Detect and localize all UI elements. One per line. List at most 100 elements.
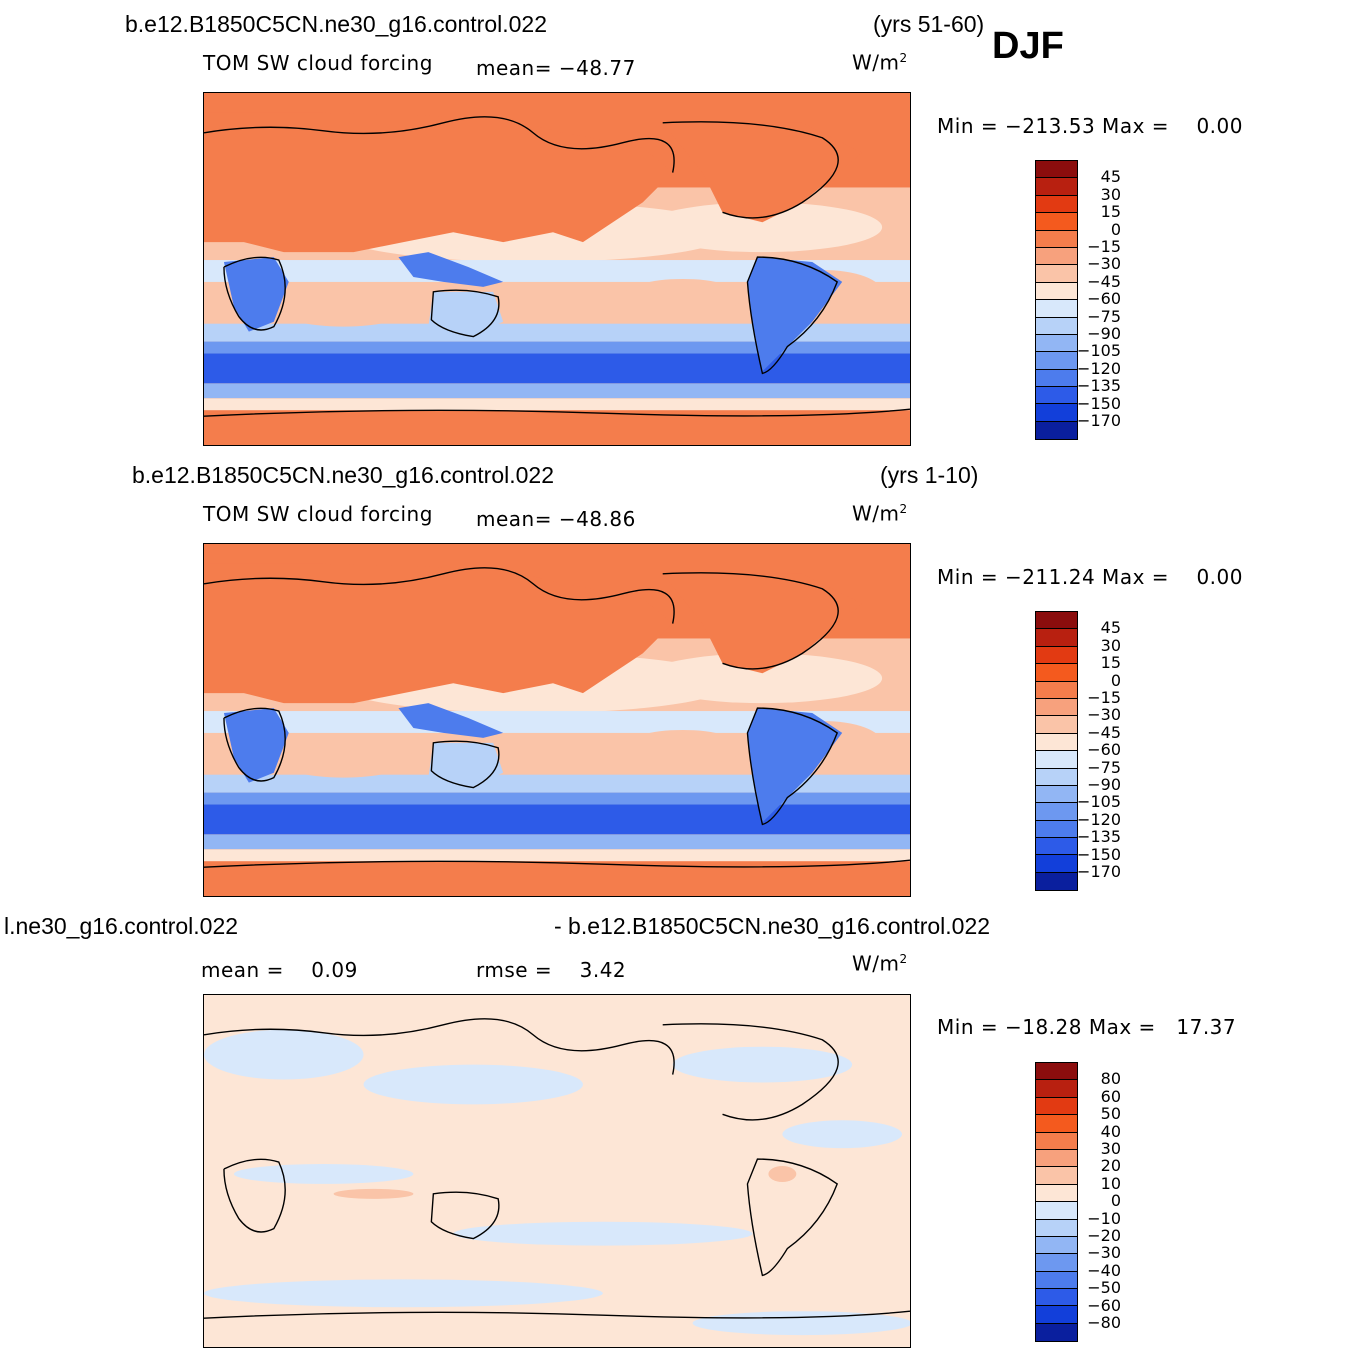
colorbar-tick-label: 30 [1100, 635, 1121, 655]
colorbar-box [1036, 334, 1077, 353]
colorbar-tick-label: 45 [1100, 618, 1121, 638]
colorbar-tick-label: −15 [1087, 688, 1121, 707]
colorbar-box [1036, 352, 1077, 370]
colorbar-tick-label: −30 [1087, 1243, 1121, 1263]
colorbar-tick-label: 40 [1100, 1121, 1121, 1141]
colorbar-tick-label: −170 [1077, 411, 1121, 430]
colorbar-tick-label: −60 [1087, 740, 1121, 760]
colorbar-box [1036, 646, 1077, 665]
panel3-rmse: rmse = 3.42 [476, 958, 627, 982]
panel2-mean: mean= −48.86 [476, 507, 636, 531]
panel3-right-title: - b.e12.B1850C5CN.ne30_g16.control.022 [554, 913, 991, 939]
panel2-minmax: Min = −211.24 Max = 0.00 [937, 565, 1243, 589]
colorbar-box [1036, 681, 1077, 699]
colorbar-box [1036, 404, 1077, 422]
panel2-map-field [204, 544, 910, 896]
colorbar-tick-label: 0 [1110, 1191, 1121, 1211]
colorbar-box [1036, 751, 1077, 769]
colorbar-box [1036, 1132, 1077, 1150]
colorbar-box [1036, 733, 1077, 752]
colorbar-box [1036, 1115, 1077, 1133]
colorbar-box [1036, 265, 1077, 283]
colorbar-tick-label: −120 [1077, 358, 1121, 378]
colorbar-box [1036, 664, 1077, 682]
colorbar-tick-label: −75 [1087, 757, 1121, 777]
colorbar-box [1036, 178, 1077, 196]
colorbar-tick-label: −80 [1087, 1313, 1121, 1332]
panel1-variable: TOM SW cloud forcing [203, 51, 433, 75]
colorbar-box [1036, 820, 1077, 839]
colorbar-tick-label: −105 [1077, 341, 1121, 361]
colorbar-tick-label: 45 [1100, 167, 1121, 187]
colorbar-tick-label: 0 [1110, 670, 1121, 690]
colorbar-box [1036, 855, 1077, 873]
colorbar-box [1036, 785, 1077, 804]
colorbar-box [1036, 716, 1077, 734]
colorbar-box [1036, 803, 1077, 821]
colorbar-box [1036, 612, 1077, 630]
colorbar-box [1036, 369, 1077, 388]
colorbar-tick-label: −105 [1077, 792, 1121, 812]
colorbar-tick-label: 60 [1100, 1086, 1121, 1106]
colorbar-tick-label: −75 [1087, 306, 1121, 326]
colorbar-box [1036, 1306, 1077, 1324]
colorbar-box [1036, 282, 1077, 301]
panel1-units: W/m2 [852, 50, 908, 75]
colorbar-box [1036, 872, 1077, 891]
colorbar-box [1036, 195, 1077, 214]
colorbar-tick-label: −50 [1087, 1278, 1121, 1298]
panel1-mean: mean= −48.77 [476, 56, 636, 80]
colorbar-box [1036, 629, 1077, 647]
colorbar-tick-label: −90 [1087, 775, 1121, 794]
colorbar-tick-label: −135 [1077, 827, 1121, 847]
colorbar-box [1036, 247, 1077, 266]
panel2-variable: TOM SW cloud forcing [203, 502, 433, 526]
colorbar-box [1036, 1254, 1077, 1272]
panel3-minmax: Min = −18.28 Max = 17.37 [937, 1015, 1237, 1039]
panel1-years: (yrs 51-60) [873, 11, 985, 37]
panel3-left-title: l.ne30_g16.control.022 [4, 913, 239, 939]
colorbar-box [1036, 317, 1077, 335]
panel3-units: W/m2 [852, 951, 908, 976]
colorbar-box [1036, 1271, 1077, 1290]
colorbar-box [1036, 387, 1077, 405]
colorbar-box [1036, 1219, 1077, 1237]
colorbar-tick-label: −150 [1077, 844, 1121, 864]
panel3-mean: mean = 0.09 [201, 958, 358, 982]
panel1-colorbar [1035, 160, 1078, 441]
colorbar-box [1036, 421, 1077, 440]
colorbar-box [1036, 838, 1077, 856]
colorbar-tick-label: −15 [1087, 237, 1121, 256]
panel2-case-title: b.e12.B1850C5CN.ne30_g16.control.022 [132, 462, 554, 488]
panel3-colorbar [1035, 1062, 1078, 1343]
colorbar-tick-label: 50 [1100, 1104, 1121, 1124]
panel1-case-title: b.e12.B1850C5CN.ne30_g16.control.022 [125, 11, 547, 37]
colorbar-box [1036, 1236, 1077, 1255]
colorbar-box [1036, 1202, 1077, 1220]
colorbar-tick-label: −120 [1077, 809, 1121, 829]
colorbar-tick-label: −135 [1077, 376, 1121, 396]
colorbar-tick-label: −10 [1087, 1208, 1121, 1228]
colorbar-tick-label: −60 [1087, 289, 1121, 309]
colorbar-tick-label: 80 [1100, 1069, 1121, 1089]
colorbar-tick-label: −30 [1087, 705, 1121, 725]
colorbar-box [1036, 1149, 1077, 1168]
colorbar-box [1036, 1167, 1077, 1185]
colorbar-box [1036, 768, 1077, 786]
panel3-map-field [204, 995, 910, 1347]
colorbar-tick-label: 15 [1100, 202, 1121, 222]
colorbar-tick-label: −90 [1087, 324, 1121, 343]
colorbar-tick-label: −60 [1087, 1295, 1121, 1315]
panel1-map [203, 92, 911, 446]
colorbar-tick-label: −45 [1087, 722, 1121, 742]
panel2-units: W/m2 [852, 501, 908, 526]
colorbar-box [1036, 213, 1077, 231]
colorbar-box [1036, 698, 1077, 717]
colorbar-box [1036, 1289, 1077, 1307]
colorbar-tick-label: 10 [1100, 1173, 1121, 1193]
panel2-map [203, 543, 911, 897]
panel1-minmax: Min = −213.53 Max = 0.00 [937, 114, 1243, 138]
panel3-map [203, 994, 911, 1348]
colorbar-box [1036, 161, 1077, 179]
colorbar-box [1036, 300, 1077, 318]
